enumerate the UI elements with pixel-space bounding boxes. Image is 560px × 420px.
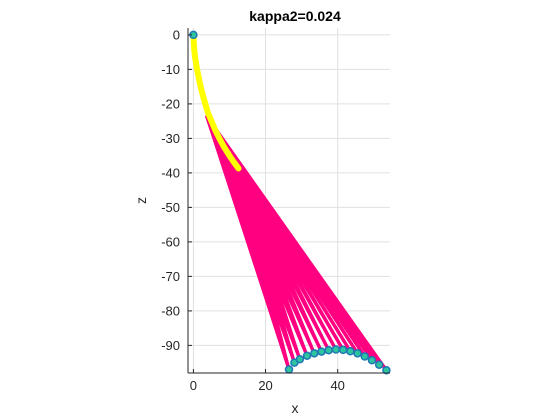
y-tick-label: -80 — [161, 303, 180, 318]
endpoint-marker — [286, 366, 293, 373]
endpoint-marker — [325, 347, 332, 354]
endpoint-marker — [311, 350, 318, 357]
endpoint-marker — [361, 353, 368, 360]
y-tick-label: -60 — [161, 234, 180, 249]
y-tick-label: -40 — [161, 165, 180, 180]
y-axis-label: z — [133, 197, 149, 204]
y-tick-label: -30 — [161, 131, 180, 146]
x-tick-label: 40 — [330, 378, 344, 393]
y-tick-label: -50 — [161, 200, 180, 215]
y-tick-label: -10 — [161, 62, 180, 77]
y-tick-label: 0 — [173, 27, 180, 42]
endpoint-marker — [347, 348, 354, 355]
y-tick-label: -90 — [161, 338, 180, 353]
x-axis-label: x — [292, 400, 299, 416]
y-tick-label: -20 — [161, 96, 180, 111]
endpoint-marker — [304, 352, 311, 359]
endpoint-marker — [376, 361, 383, 368]
endpoint-marker — [296, 356, 303, 363]
y-tick-label: -70 — [161, 269, 180, 284]
endpoint-marker — [332, 346, 339, 353]
endpoint-marker — [340, 346, 347, 353]
x-tick-label: 0 — [190, 378, 197, 393]
endpoint-marker — [368, 357, 375, 364]
endpoint-marker — [318, 348, 325, 355]
chart-title: kappa2=0.024 — [249, 8, 341, 24]
endpoint-marker — [354, 350, 361, 357]
x-tick-label: 20 — [258, 378, 272, 393]
